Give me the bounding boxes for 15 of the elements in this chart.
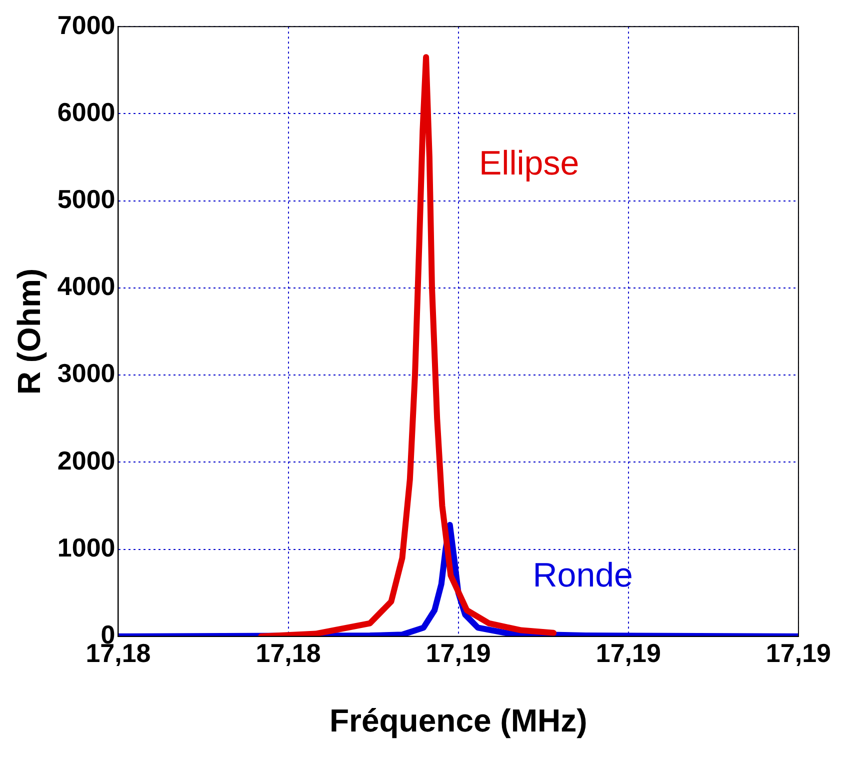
y-tick-label: 4000: [57, 271, 116, 302]
series-label: Ellipse: [478, 144, 580, 182]
x-tick-label: 17,19: [596, 638, 661, 668]
y-axis-title: R (Ohm): [11, 268, 48, 395]
series-label: Ronde: [532, 556, 633, 594]
x-tick-label: 17,18: [256, 638, 321, 668]
x-axis-title: Fréquence (MHz): [329, 702, 588, 739]
x-tick-label: 17,19: [766, 638, 832, 668]
x-tick-label: 17,19: [426, 638, 491, 668]
y-tick-label: 3000: [57, 358, 116, 388]
y-tick-label: 1000: [57, 532, 116, 562]
y-tick-label: 2000: [57, 445, 116, 476]
y-tick-label: 6000: [57, 96, 116, 127]
y-tick-label: 7000: [57, 10, 116, 40]
y-tick-label: 5000: [57, 184, 116, 214]
